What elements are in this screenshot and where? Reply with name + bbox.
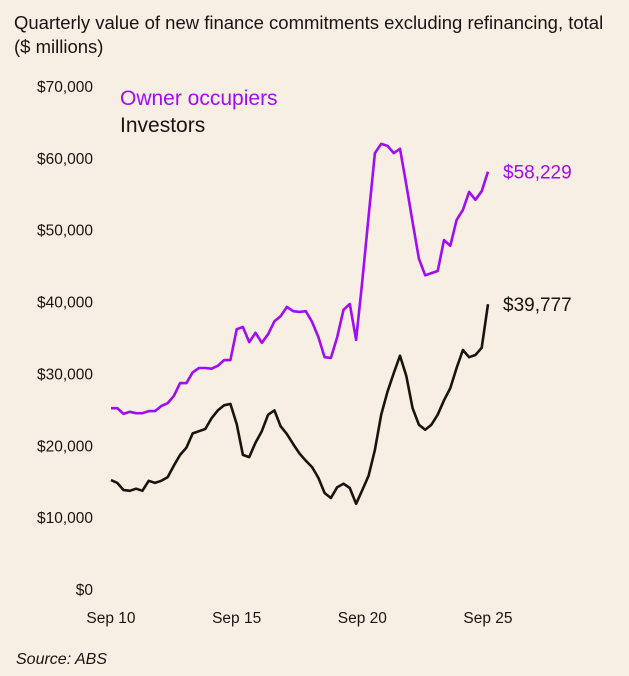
y-tick-label: $60,000 — [37, 151, 93, 168]
series-line-investors — [110, 304, 490, 506]
x-tick-label: Sep 25 — [463, 610, 512, 627]
y-tick-label: $50,000 — [37, 223, 93, 240]
end-value-label: $39,777 — [503, 295, 572, 316]
y-tick-label: $20,000 — [37, 438, 93, 455]
end-value-label: $58,229 — [503, 163, 572, 184]
x-tick-label: Sep 20 — [338, 610, 388, 627]
legend-entry: Owner occupiers — [120, 87, 278, 110]
chart-title: Quarterly value of new finance commitmen… — [14, 12, 604, 57]
y-tick-label: $0 — [76, 582, 94, 599]
y-tick-label: $30,000 — [37, 366, 93, 383]
x-tick-label: Sep 10 — [86, 610, 136, 627]
x-tick-label: Sep 15 — [212, 610, 261, 627]
legend-entry: Investors — [120, 114, 205, 137]
series-line-owner-occupiers — [111, 142, 490, 416]
y-tick-label: $10,000 — [37, 510, 93, 527]
source-note: Source: ABS — [16, 651, 108, 668]
y-tick-label: $40,000 — [37, 295, 93, 312]
y-tick-label: $70,000 — [37, 79, 93, 96]
